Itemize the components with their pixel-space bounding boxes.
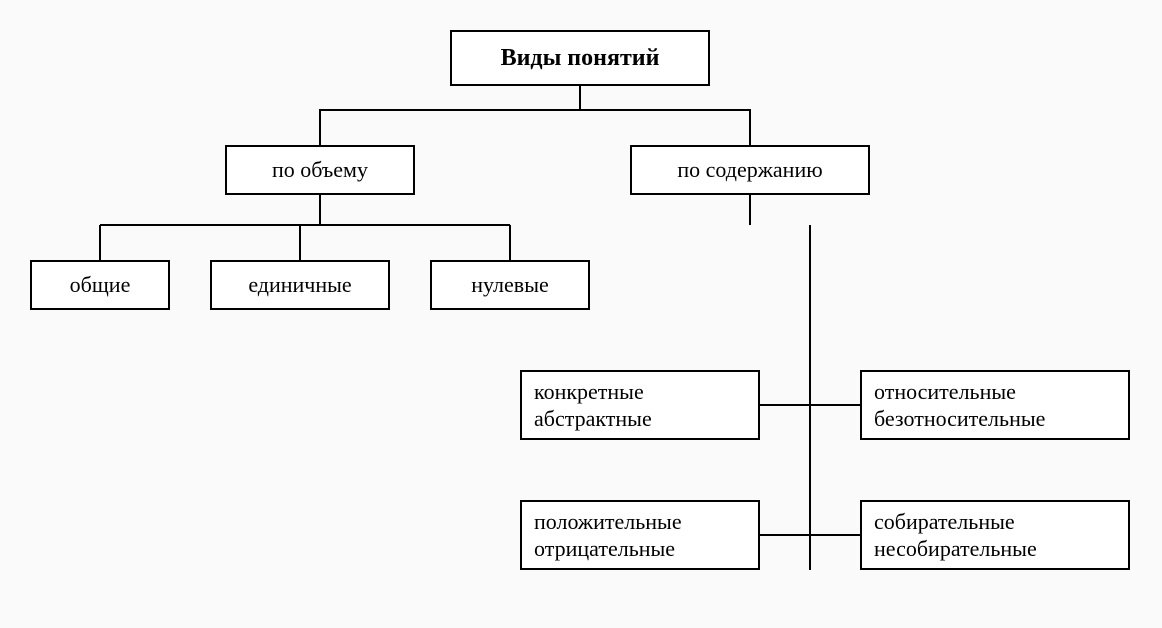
node-relative-label: относительныебезотносительные [874,378,1045,433]
node-content: по содержанию [630,145,870,195]
node-volume-label: по объему [272,156,368,184]
node-volume: по объему [225,145,415,195]
node-null-label: нулевые [471,271,548,299]
node-root-label: Виды понятий [501,43,660,73]
edge [580,86,750,145]
node-common-label: общие [70,271,131,299]
node-root: Виды понятий [450,30,710,86]
node-relative: относительныебезотносительные [860,370,1130,440]
diagram-canvas: Виды понятий по объему по содержанию общ… [0,0,1162,628]
node-content-label: по содержанию [677,156,822,184]
edge [320,86,580,145]
node-concrete-label: конкретныеабстрактные [534,378,652,433]
node-single-label: единичные [248,271,351,299]
node-single: единичные [210,260,390,310]
node-concrete: конкретныеабстрактные [520,370,760,440]
node-common: общие [30,260,170,310]
node-positive: положительныеотрицательные [520,500,760,570]
node-positive-label: положительныеотрицательные [534,508,682,563]
node-collective-label: собирательныенесобирательные [874,508,1037,563]
node-collective: собирательныенесобирательные [860,500,1130,570]
node-null: нулевые [430,260,590,310]
